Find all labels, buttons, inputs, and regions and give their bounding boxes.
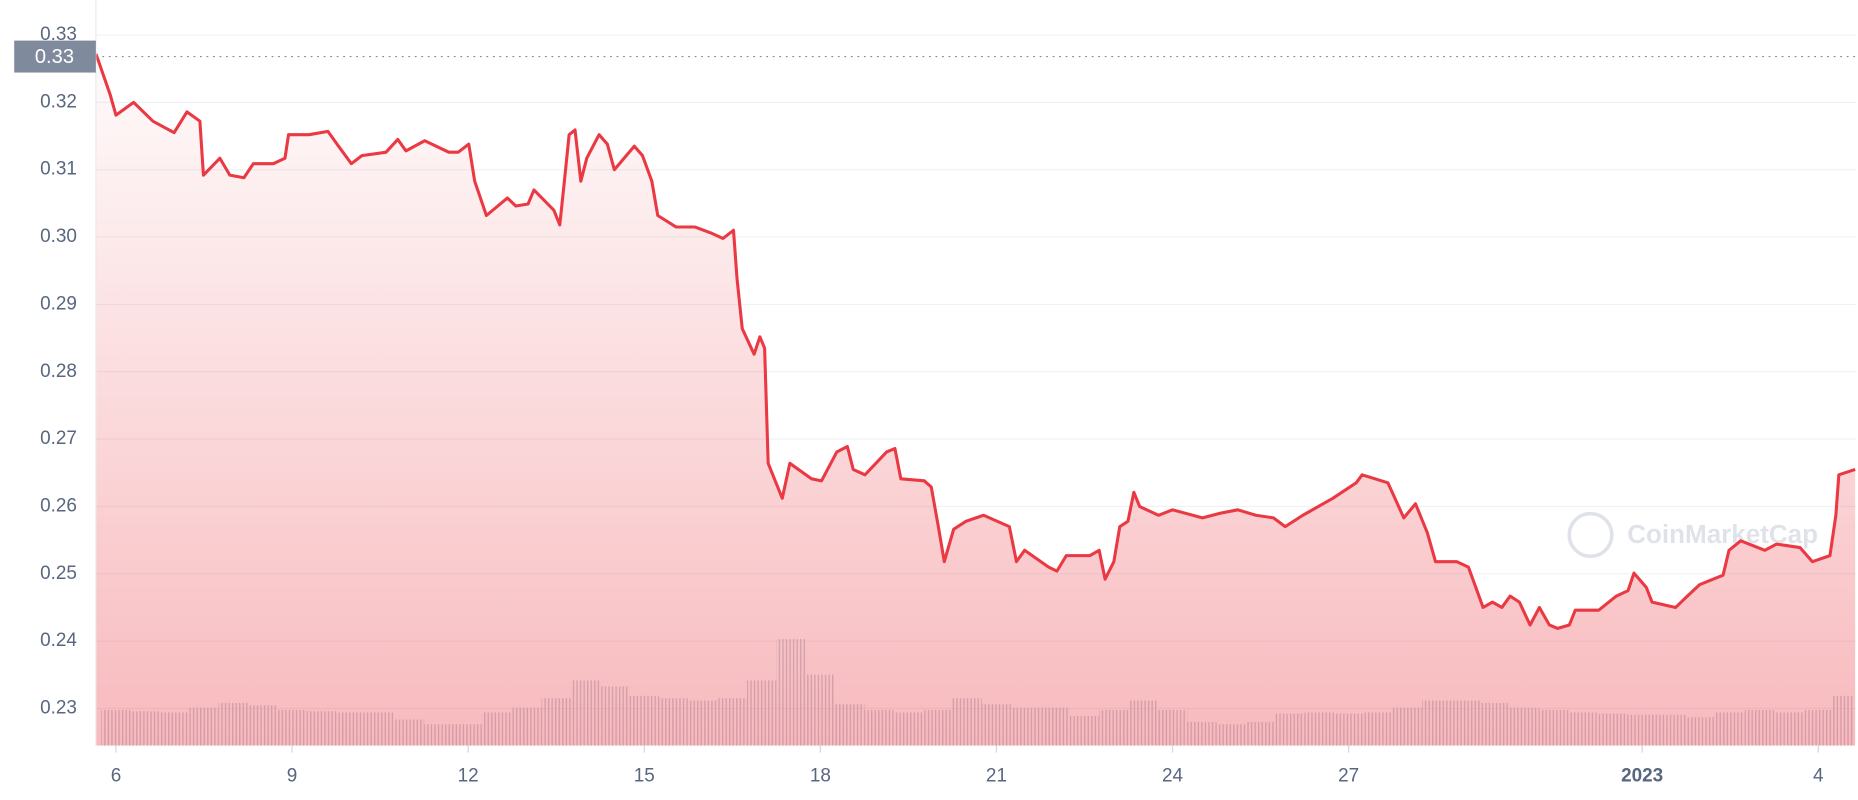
y-tick-label: 0.25 [40, 563, 77, 584]
y-tick-label: 0.31 [40, 159, 77, 180]
x-tick-label: 12 [458, 765, 479, 786]
x-tick-label: 18 [810, 765, 831, 786]
x-tick-label: 21 [986, 765, 1007, 786]
x-tick-label: 24 [1162, 765, 1183, 786]
y-tick-label: 0.23 [40, 698, 77, 719]
x-tick-label: 2023 [1621, 765, 1663, 786]
y-tick-label: 0.26 [40, 495, 77, 516]
watermark: CoinMarketCap [1567, 511, 1818, 558]
watermark-text: CoinMarketCap [1627, 519, 1818, 549]
price-line [94, 53, 1856, 630]
x-tick-label: 9 [287, 765, 298, 786]
reference-badge [14, 40, 96, 73]
price-area [95, 53, 1856, 746]
x-tick-label: 27 [1338, 765, 1359, 786]
reference-label: 0.33 [35, 46, 74, 68]
x-tick-label: 15 [634, 765, 655, 786]
y-tick-label: 0.24 [40, 630, 77, 651]
y-tick-label: 0.29 [40, 293, 77, 314]
x-tick-label: 4 [1813, 765, 1824, 786]
x-tick-label: 6 [111, 765, 122, 786]
y-tick-label: 0.33 [40, 24, 77, 45]
y-tick-label: 0.27 [40, 428, 77, 449]
y-tick-label: 0.30 [40, 226, 77, 247]
y-tick-label: 0.28 [40, 361, 77, 382]
y-tick-label: 0.32 [40, 91, 77, 112]
